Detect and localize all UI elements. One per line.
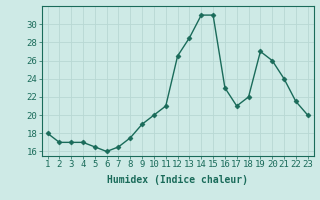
X-axis label: Humidex (Indice chaleur): Humidex (Indice chaleur) <box>107 175 248 185</box>
